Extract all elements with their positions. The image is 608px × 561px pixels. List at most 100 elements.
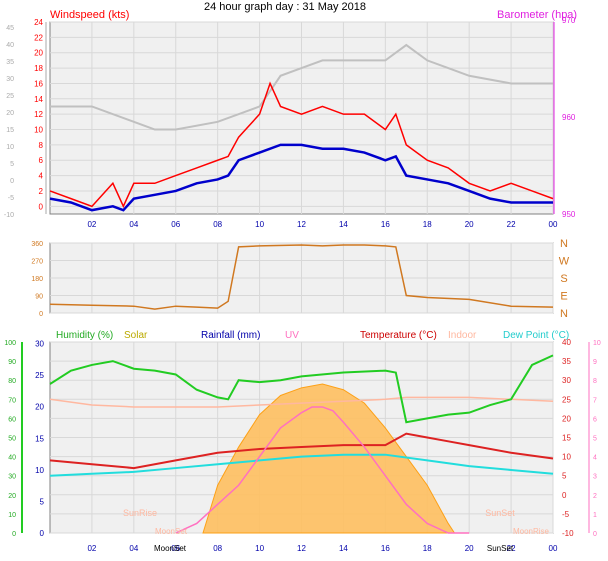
rain-tick-label: 25: [35, 371, 44, 380]
uv-tick-label: 6: [593, 416, 597, 423]
moonrise-label: MoonRise: [513, 527, 550, 536]
direction-tick-label: 360: [31, 241, 43, 248]
gray-series-line: [50, 43, 553, 131]
x-tick-label: 18: [423, 544, 432, 553]
humidity-tick-label: 20: [8, 493, 16, 500]
wind-tick-label: 8: [39, 141, 44, 150]
humidity-tick-label: 50: [8, 436, 16, 443]
left-tick-label: 10: [6, 144, 14, 151]
x-tick-label: 00: [549, 544, 558, 553]
x-tick-label: 14: [339, 544, 348, 553]
x-tick-label: 04: [129, 544, 138, 553]
left-tick-label: 5: [10, 161, 14, 168]
wind-tick-label: 20: [34, 49, 43, 58]
wind-tick-label: 4: [39, 172, 44, 181]
rain-tick-label: 20: [35, 403, 44, 412]
x-tick-label: 06: [171, 544, 180, 553]
wind-tick-label: 24: [34, 18, 43, 27]
compass-label: S: [560, 273, 567, 285]
moonset-label: MoonSet: [155, 527, 188, 536]
moonset-x-label: MoonSet: [154, 544, 187, 553]
x-tick-label: 12: [297, 220, 306, 229]
chart-title: 24 hour graph day : 31 May 2018: [204, 1, 366, 13]
uv-tick-label: 10: [593, 340, 601, 347]
legend-humidity: Humidity (%): [56, 330, 113, 341]
x-tick-label: 16: [381, 220, 390, 229]
indoor-temp-line: [49, 396, 554, 408]
wind-tick-label: 16: [34, 79, 43, 88]
humidity-tick-label: 70: [8, 397, 16, 404]
x-tick-label: 14: [339, 220, 348, 229]
x-tick-label: 00: [549, 220, 558, 229]
x-tick-label: 16: [381, 544, 390, 553]
x-tick-label: 06: [171, 220, 180, 229]
uv-tick-label: 2: [593, 493, 597, 500]
rain-tick-label: 15: [35, 434, 44, 443]
x-tick-label: 10: [255, 544, 264, 553]
x-tick-label: 22: [507, 220, 516, 229]
temp-tick-label: 30: [562, 376, 571, 385]
legend-temperature: Temperature (°C): [360, 330, 437, 341]
uv-line: [175, 406, 470, 534]
uv-tick-label: 4: [593, 455, 597, 462]
solar-area: [202, 383, 456, 534]
left-tick-label: -10: [4, 212, 14, 219]
x-tick-label: 20: [465, 220, 474, 229]
uv-tick-label: 8: [593, 378, 597, 385]
windspeed-axis-label: Windspeed (kts): [50, 9, 129, 21]
baro-tick-label: 950: [562, 210, 576, 219]
legend-rainfall: Rainfall (mm): [201, 330, 260, 341]
direction-tick-label: 180: [31, 276, 43, 283]
temp-tick-label: 20: [562, 414, 571, 423]
x-tick-label: 10: [255, 220, 264, 229]
legend-uv: UV: [285, 330, 299, 341]
humidity-tick-label: 40: [8, 455, 16, 462]
temp-tick-label: -5: [562, 510, 570, 519]
humidity-tick-label: 0: [12, 531, 16, 538]
left-tick-label: 0: [10, 178, 14, 185]
left-tick-label: -5: [8, 195, 14, 202]
humidity-tick-label: 90: [8, 359, 16, 366]
x-tick-label: 22: [507, 544, 516, 553]
temperature-line: [49, 432, 554, 470]
left-tick-label: 25: [6, 93, 14, 100]
baro-tick-label: 960: [562, 113, 576, 122]
baro-tick-label: 970: [562, 16, 576, 25]
wind-tick-label: 18: [34, 64, 43, 73]
sunset-x-label: SunSet: [487, 544, 514, 553]
wind-tick-label: 10: [34, 126, 43, 135]
uv-tick-label: 5: [593, 436, 597, 443]
compass-label: W: [559, 256, 570, 268]
x-tick-label: 08: [213, 544, 222, 553]
temp-tick-label: 5: [562, 472, 567, 481]
x-tick-label: 20: [465, 544, 474, 553]
left-tick-label: 35: [6, 59, 14, 66]
x-tick-label: 02: [87, 220, 96, 229]
x-tick-label: 08: [213, 220, 222, 229]
left-tick-label: 30: [6, 76, 14, 83]
rain-tick-label: 0: [40, 529, 45, 538]
temp-tick-label: 25: [562, 395, 571, 404]
humidity-line: [49, 354, 554, 424]
wind-direction-line: [49, 244, 554, 310]
x-tick-label: 04: [129, 220, 138, 229]
humidity-tick-label: 100: [4, 340, 16, 347]
humidity-tick-label: 10: [8, 512, 16, 519]
wind-tick-label: 14: [34, 95, 43, 104]
sunrise-label: SunRise: [123, 508, 157, 518]
wind-tick-label: 12: [34, 110, 43, 119]
uv-tick-label: 0: [593, 531, 597, 538]
temp-tick-label: 10: [562, 453, 571, 462]
average-wind-line: [49, 143, 553, 212]
x-tick-label: 02: [87, 544, 96, 553]
wind-tick-label: 2: [39, 187, 44, 196]
wind-tick-label: 0: [39, 202, 44, 211]
temp-tick-label: 35: [562, 357, 571, 366]
temp-tick-label: 40: [562, 338, 571, 347]
uv-tick-label: 1: [593, 512, 597, 519]
wind-tick-label: 22: [34, 33, 43, 42]
left-tick-label: 20: [6, 110, 14, 117]
temp-tick-label: 15: [562, 434, 571, 443]
